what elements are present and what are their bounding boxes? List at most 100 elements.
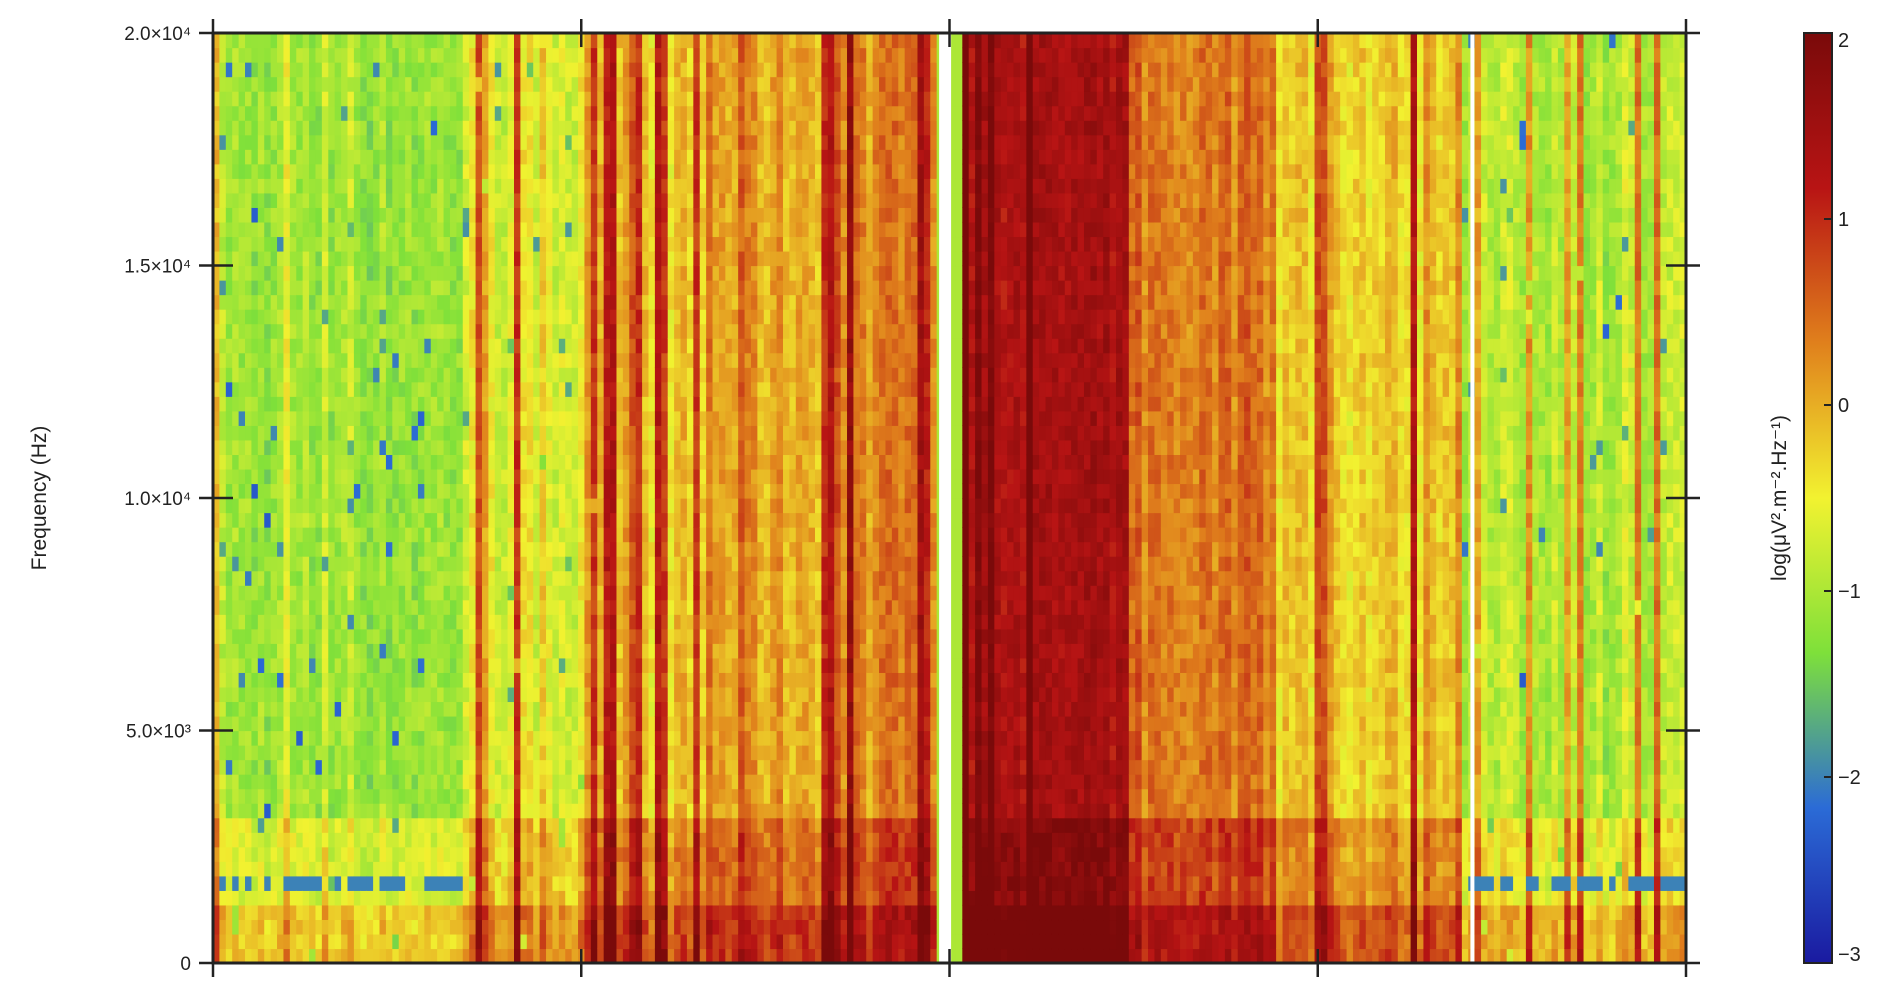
heatmap-cell xyxy=(341,367,349,383)
heatmap-cell xyxy=(264,265,272,281)
heatmap-cell xyxy=(302,425,310,441)
heatmap-cell xyxy=(270,410,278,426)
heatmap-cell xyxy=(565,686,573,703)
heatmap-cell xyxy=(533,672,541,688)
heatmap-cell xyxy=(629,570,637,586)
heatmap-cell xyxy=(616,498,624,514)
heatmap-cell xyxy=(539,207,547,223)
heatmap-cell xyxy=(289,76,297,92)
heatmap-cell xyxy=(277,628,285,644)
heatmap-cell xyxy=(494,250,502,267)
heatmap-cell xyxy=(629,890,637,906)
heatmap-cell xyxy=(584,454,592,470)
heatmap-cell xyxy=(578,759,586,775)
heatmap-cell xyxy=(328,338,336,354)
heatmap-cell xyxy=(411,483,419,499)
heatmap-cell xyxy=(379,323,387,339)
heatmap-cell xyxy=(302,250,310,267)
heatmap-cell xyxy=(353,614,361,630)
heatmap-cell xyxy=(584,294,592,310)
heatmap-cell xyxy=(610,759,618,775)
heatmap-cell xyxy=(238,832,246,848)
heatmap-cell xyxy=(539,919,547,935)
heatmap-cell xyxy=(283,323,291,339)
heatmap-cell xyxy=(565,512,573,528)
heatmap-cell xyxy=(385,163,393,179)
heatmap-cell xyxy=(514,628,521,644)
heatmap-cell xyxy=(667,686,675,703)
heatmap-cell xyxy=(449,919,457,935)
heatmap-cell xyxy=(283,541,291,557)
heatmap-cell xyxy=(417,759,425,775)
heatmap-cell xyxy=(654,47,662,63)
heatmap-cell xyxy=(411,134,419,150)
heatmap-cell xyxy=(405,614,413,630)
heatmap-cell xyxy=(648,875,656,891)
heatmap-cell xyxy=(424,817,432,833)
heatmap-cell xyxy=(238,774,246,790)
heatmap-cell xyxy=(462,527,470,543)
heatmap-cell xyxy=(462,948,470,964)
heatmap-cell xyxy=(270,149,278,165)
heatmap-cell xyxy=(661,788,669,804)
heatmap-cell xyxy=(578,265,586,281)
heatmap-cell xyxy=(558,933,566,950)
heatmap-cell xyxy=(411,221,419,238)
heatmap-cell xyxy=(622,425,630,441)
heatmap-cell xyxy=(328,730,336,746)
heatmap-cell xyxy=(475,628,483,644)
heatmap-cell xyxy=(379,178,387,194)
heatmap-cell xyxy=(347,759,355,775)
heatmap-cell xyxy=(341,745,349,761)
heatmap-cell xyxy=(533,788,541,804)
heatmap-cell xyxy=(347,91,355,107)
heatmap-cell xyxy=(590,774,598,790)
heatmap-cell xyxy=(232,192,240,208)
heatmap-cell xyxy=(277,410,285,426)
heatmap-cell xyxy=(610,832,618,848)
heatmap-cell xyxy=(321,425,329,441)
heatmap-cell xyxy=(270,759,278,775)
heatmap-cell xyxy=(251,367,259,383)
heatmap-cell xyxy=(520,890,528,906)
heatmap-cell xyxy=(526,178,534,194)
heatmap-cell xyxy=(597,803,605,819)
heatmap-cell xyxy=(648,468,656,485)
heatmap-cell xyxy=(302,701,310,717)
heatmap-cell xyxy=(526,149,534,165)
heatmap-cell xyxy=(571,439,579,456)
heatmap-cell xyxy=(603,163,611,179)
heatmap-cell xyxy=(296,701,304,717)
heatmap-cell xyxy=(629,498,637,514)
heatmap-cell xyxy=(373,701,381,717)
heatmap-cell xyxy=(366,468,374,485)
heatmap-cell xyxy=(552,367,560,383)
heatmap-cell xyxy=(245,817,253,833)
heatmap-cell xyxy=(462,512,470,528)
heatmap-cell xyxy=(590,323,598,339)
heatmap-cell xyxy=(270,439,278,456)
heatmap-cell xyxy=(283,280,291,296)
heatmap-cell xyxy=(469,498,477,514)
heatmap-cell xyxy=(546,120,554,136)
heatmap-cell xyxy=(667,396,675,412)
heatmap-cell xyxy=(501,890,509,906)
heatmap-cell xyxy=(398,294,406,310)
heatmap-cell xyxy=(296,788,304,804)
heatmap-cell xyxy=(232,701,240,717)
heatmap-cell xyxy=(321,890,329,906)
heatmap-cell xyxy=(373,294,381,310)
heatmap-cell xyxy=(398,759,406,775)
heatmap-cell xyxy=(360,643,368,659)
heatmap-cell xyxy=(584,62,592,78)
heatmap-cell xyxy=(385,512,393,528)
heatmap-cell xyxy=(501,149,509,165)
heatmap-cell xyxy=(648,541,656,557)
heatmap-cell xyxy=(315,221,323,238)
heatmap-cell xyxy=(462,803,470,819)
heatmap-cell xyxy=(648,585,656,601)
heatmap-cell xyxy=(584,686,592,703)
heatmap-cell xyxy=(706,498,714,514)
heatmap-cell xyxy=(245,628,253,644)
heatmap-cell xyxy=(546,221,554,238)
